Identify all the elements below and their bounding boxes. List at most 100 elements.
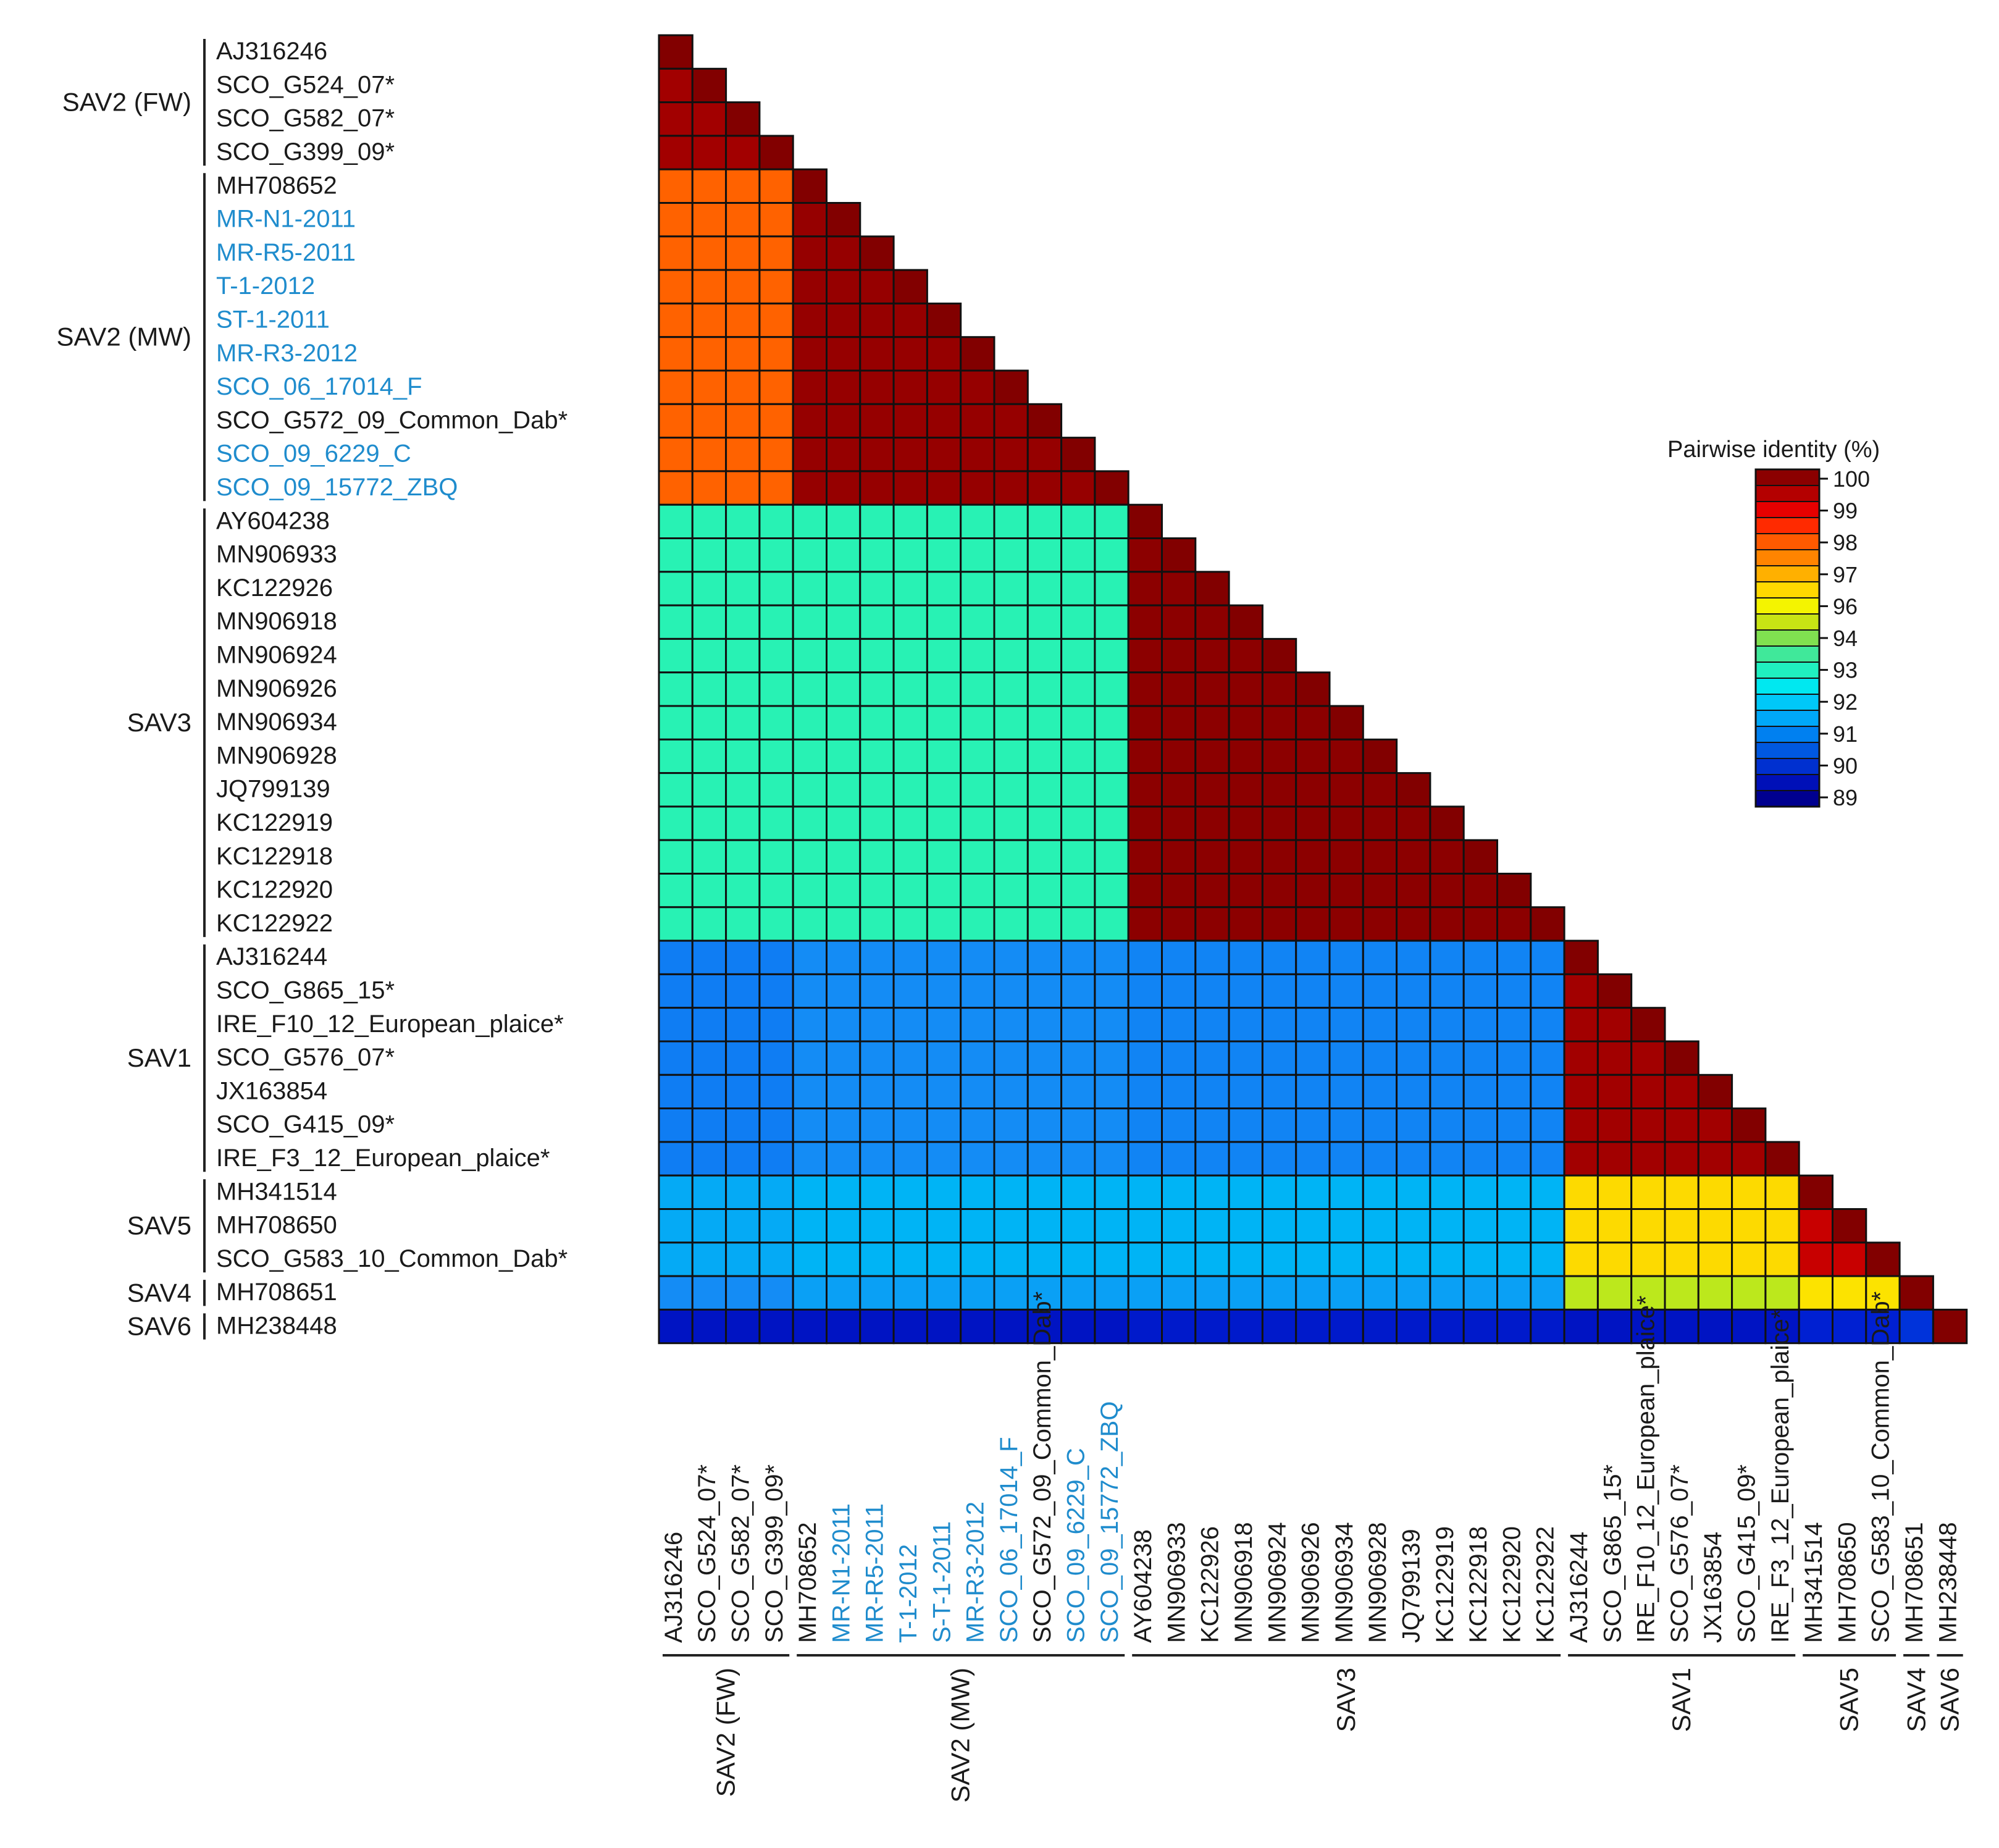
heatmap-cell [1060,873,1096,909]
heatmap-cell [658,101,694,137]
heatmap-cell [926,873,962,909]
legend-tick-label: 91 [1833,721,1858,747]
heatmap-cell [1161,537,1197,573]
column-label: MN906926 [1297,1522,1325,1643]
heatmap-cell [1127,604,1163,640]
heatmap-cell [960,503,995,540]
heatmap-cell [1396,906,1431,942]
column-label: MR-N1-2011 [828,1503,855,1643]
legend-swatch [1755,710,1820,727]
heatmap-cell [859,302,895,338]
heatmap-cell [1161,671,1197,707]
heatmap-cell [725,1040,761,1076]
heatmap-cell [993,1073,1029,1110]
heatmap-cell [1026,1208,1063,1244]
heatmap-cell [1127,1308,1163,1345]
heatmap-cell [926,571,962,607]
legend-swatch [1755,758,1820,775]
heatmap-cell [1161,705,1197,741]
heatmap-cell [1563,1107,1599,1143]
heatmap-cell [658,235,694,271]
heatmap-cell [1396,1073,1431,1110]
heatmap-cell [1261,1174,1297,1210]
heatmap-cell [1026,973,1063,1009]
heatmap-cell [1228,973,1264,1009]
heatmap-cell [960,1040,995,1076]
heatmap-cell [792,1073,828,1110]
heatmap-cell [1362,1141,1398,1177]
heatmap-cell [1094,571,1129,607]
heatmap-cell [826,403,861,439]
heatmap-cell [1261,939,1297,975]
heatmap-cell [1261,805,1297,841]
column-labels: AJ316246 SCO_G524_07* SCO_G582_07* SCO_G399… [660,1292,1961,1643]
row-label: MR-R5-2011 [216,239,356,266]
heatmap-cell [993,1040,1029,1076]
heatmap-cell [1060,1308,1096,1345]
legend-tick-label: 98 [1833,530,1858,555]
row-label: MH708652 [216,172,337,199]
heatmap-cells [658,34,1968,1345]
heatmap-cell [1194,604,1230,640]
heatmap-cell [1496,1208,1532,1244]
row-label: SCO_G576_07* [216,1044,395,1071]
heatmap-cell [1764,1174,1800,1210]
heatmap-cell [859,537,895,573]
heatmap-cell [926,1007,962,1043]
heatmap-cell [859,336,895,372]
heatmap-cell [960,604,995,640]
row-label: MH341514 [216,1178,337,1205]
heatmap-cell [1563,1308,1599,1345]
heatmap-cell [1194,571,1230,607]
heatmap-cell [926,705,962,741]
heatmap-cell [691,805,727,841]
heatmap-cell [658,805,694,841]
heatmap-cell [960,973,995,1009]
heatmap-cell [1094,1073,1129,1110]
heatmap-cell [1060,637,1096,674]
legend-tick-label: 94 [1833,626,1858,651]
heatmap-cell [1530,1141,1565,1177]
column-label: MN906928 [1364,1522,1391,1643]
heatmap-cell [1429,973,1465,1009]
heatmap-cell [859,503,895,540]
heatmap-cell [1563,939,1599,975]
heatmap-cell [658,336,694,372]
heatmap-cell [1261,637,1297,674]
heatmap-cell [1026,537,1063,573]
heatmap-cell [1295,1208,1331,1244]
heatmap-cell [993,1174,1029,1210]
heatmap-cell [1731,1107,1767,1143]
heatmap-cell [792,1174,828,1210]
column-group-label: SAV6 [1935,1668,1964,1732]
heatmap-cell [826,1308,861,1345]
heatmap-cell [993,1007,1029,1043]
heatmap-cell [1060,973,1096,1009]
heatmap-cell [826,1241,861,1277]
heatmap-cell [960,437,995,472]
heatmap-cell [1731,1308,1767,1345]
heatmap-cell [1362,973,1398,1009]
heatmap-cell [960,571,995,607]
heatmap-cell [691,1308,727,1345]
heatmap-cell [892,1040,928,1076]
heatmap-cell [1328,939,1364,975]
heatmap-cell [758,1208,794,1244]
heatmap-cell [1664,1141,1699,1177]
heatmap-cell [926,906,962,942]
heatmap-cell [1060,503,1096,540]
heatmap-cell [1462,906,1498,942]
heatmap-cell [758,873,794,909]
heatmap-cell [792,571,828,607]
heatmap-cell [1697,1107,1733,1143]
heatmap-cell [758,1040,794,1076]
heatmap-cell [792,235,828,271]
heatmap-cell [792,637,828,674]
heatmap-cell [1228,906,1264,942]
heatmap-cell [1328,1007,1364,1043]
heatmap-cell [1596,1040,1633,1076]
row-label: KC122918 [216,842,333,870]
heatmap-cell [1194,906,1230,942]
heatmap-cell [1261,1141,1297,1177]
heatmap-cell [1295,738,1331,775]
